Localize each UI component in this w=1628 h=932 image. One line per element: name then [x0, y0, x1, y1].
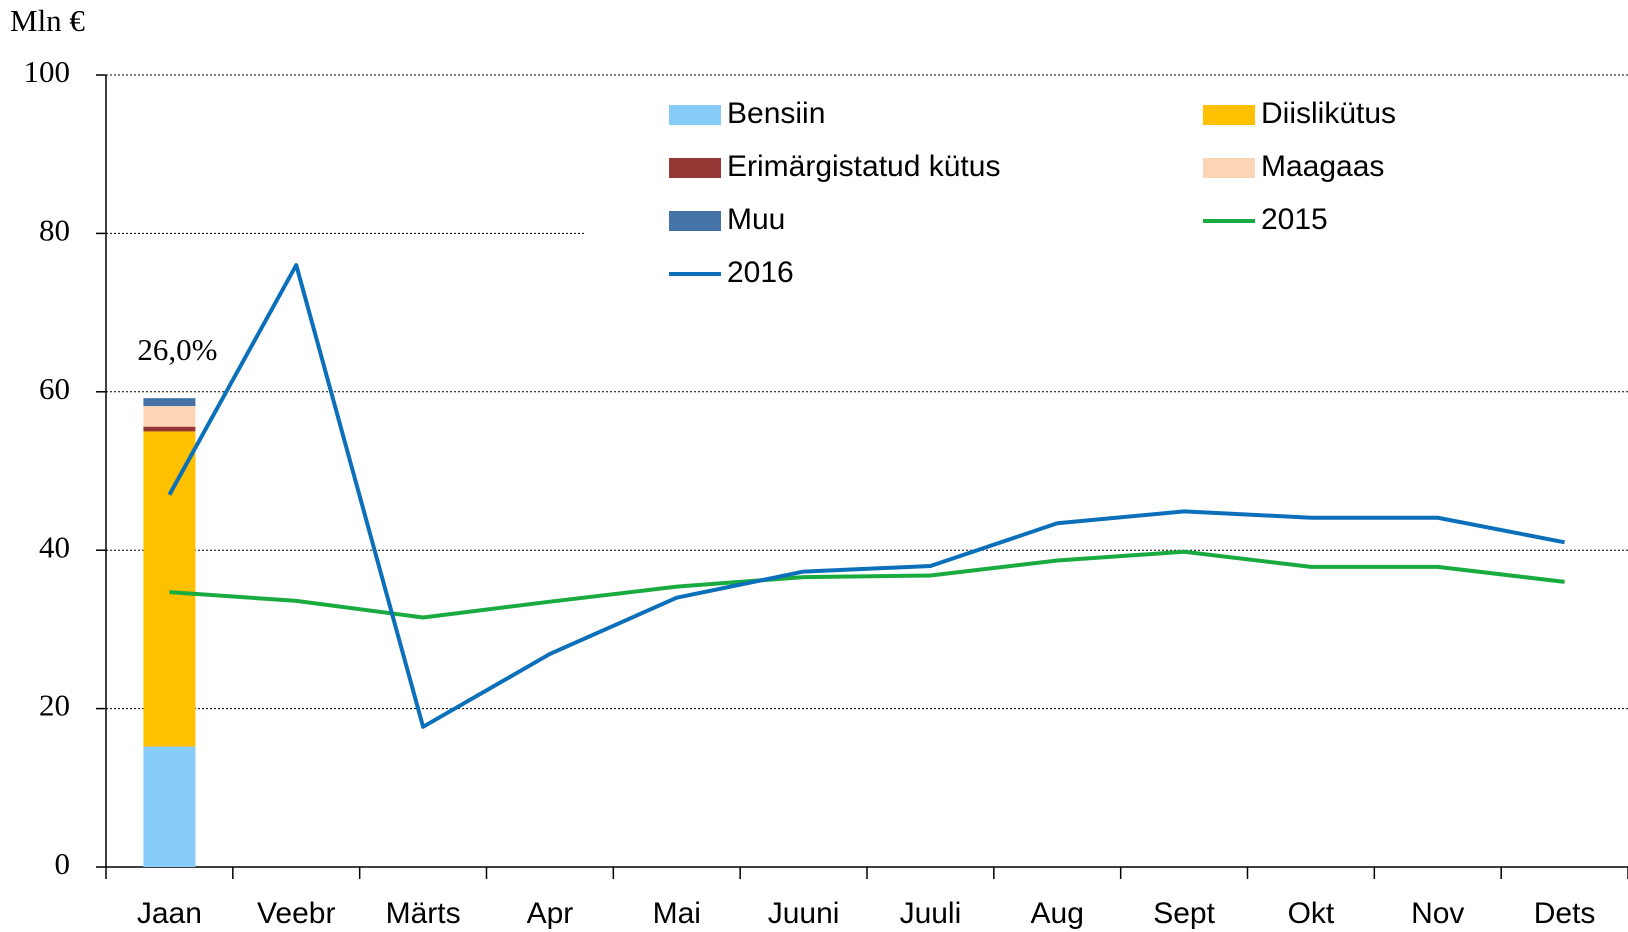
legend-label: Bensiin [727, 97, 825, 130]
x-tick-label: Märts [386, 897, 461, 930]
legend-swatch [669, 105, 721, 125]
legend-label: 2015 [1261, 203, 1328, 236]
legend-background [585, 92, 1628, 292]
x-tick-label: Dets [1534, 897, 1596, 930]
legend-swatch [669, 158, 721, 178]
x-tick-label: Juuni [768, 897, 840, 930]
annotation: 26,0% [137, 332, 217, 367]
bar-segment [143, 398, 196, 407]
y-tick-label: 20 [39, 688, 70, 723]
bar-segment [143, 426, 196, 432]
legend-label: Maagaas [1261, 150, 1384, 183]
x-tick-label: Sept [1153, 897, 1215, 930]
y-tick-label: 60 [39, 371, 70, 406]
y-tick-label: 100 [24, 54, 71, 89]
y-tick-label: 80 [39, 213, 70, 248]
line-series [169, 549, 1565, 620]
x-tick-label: Apr [527, 897, 574, 930]
x-tick-label: Mai [653, 897, 701, 930]
y-tick-label: 0 [55, 846, 71, 881]
x-tick-label: Aug [1031, 897, 1084, 930]
legend-swatch [669, 211, 721, 231]
legend-label: Muu [727, 203, 785, 236]
line-series [167, 263, 1565, 729]
legend-swatch [1203, 158, 1255, 178]
y-axis-label: Mln € [10, 3, 85, 38]
bar-segment [143, 406, 196, 427]
x-tick-label: Okt [1288, 897, 1335, 930]
x-tick-label: Veebr [257, 897, 335, 930]
legend-label: Diislikütus [1261, 97, 1396, 130]
bar-segment [143, 431, 196, 747]
legend-label: 2016 [727, 256, 794, 289]
x-tick-label: Jaan [137, 897, 202, 930]
x-tick-label: Juuli [900, 897, 962, 930]
legend-label: Erimärgistatud kütus [727, 150, 1000, 183]
bar-segment [143, 746, 196, 867]
x-tick-label: Nov [1411, 897, 1464, 930]
legend-swatch [1203, 105, 1255, 125]
y-tick-label: 40 [39, 529, 70, 564]
